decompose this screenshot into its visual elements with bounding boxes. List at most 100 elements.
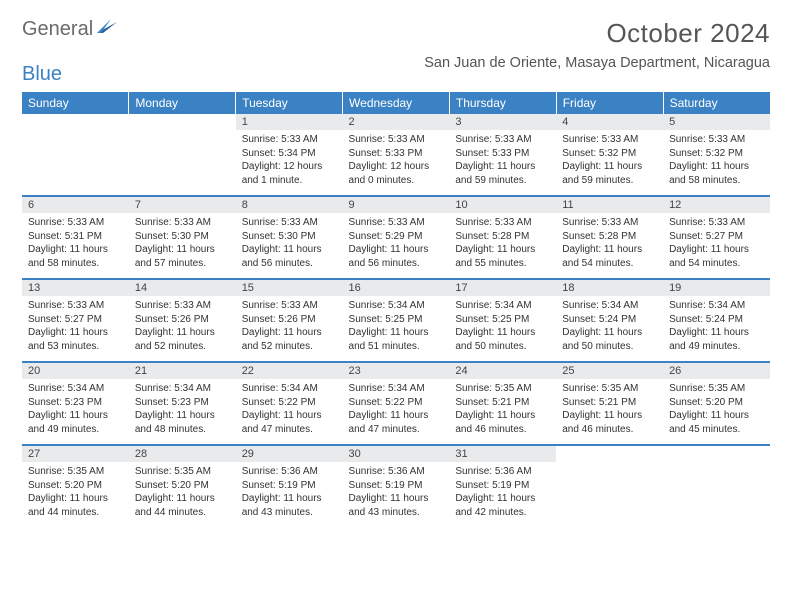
location-line: San Juan de Oriente, Masaya Department, …: [424, 55, 770, 71]
day-number-row: 12345: [22, 114, 770, 130]
daylight-line: Daylight: 11 hours: [455, 326, 550, 340]
sunrise-line: Sunrise: 5:35 AM: [28, 465, 123, 479]
sunrise-line: Sunrise: 5:33 AM: [562, 133, 657, 147]
day-number-cell: 12: [663, 196, 770, 213]
day-number-cell: 6: [22, 196, 129, 213]
day-number-cell: [129, 114, 236, 130]
daylight-line: Daylight: 11 hours: [669, 326, 764, 340]
sunrise-line: Sunrise: 5:34 AM: [28, 382, 123, 396]
day-body-cell: Sunrise: 5:35 AMSunset: 5:20 PMDaylight:…: [663, 379, 770, 445]
day-number-row: 6789101112: [22, 196, 770, 213]
day-number-cell: 11: [556, 196, 663, 213]
day-number-cell: [663, 445, 770, 462]
daylight-line: and 57 minutes.: [135, 257, 230, 271]
daylight-line: Daylight: 11 hours: [349, 409, 444, 423]
calendar-table: SundayMondayTuesdayWednesdayThursdayFrid…: [22, 92, 770, 528]
daylight-line: and 42 minutes.: [455, 506, 550, 520]
sunset-line: Sunset: 5:25 PM: [455, 313, 550, 327]
daylight-line: and 56 minutes.: [349, 257, 444, 271]
sunrise-line: Sunrise: 5:34 AM: [242, 382, 337, 396]
day-body-cell: Sunrise: 5:35 AMSunset: 5:21 PMDaylight:…: [449, 379, 556, 445]
day-body-cell: Sunrise: 5:33 AMSunset: 5:33 PMDaylight:…: [343, 130, 450, 196]
sunset-line: Sunset: 5:24 PM: [562, 313, 657, 327]
daylight-line: Daylight: 11 hours: [242, 243, 337, 257]
day-body-cell: Sunrise: 5:33 AMSunset: 5:32 PMDaylight:…: [663, 130, 770, 196]
sunrise-line: Sunrise: 5:33 AM: [669, 216, 764, 230]
sunrise-line: Sunrise: 5:33 AM: [242, 216, 337, 230]
sunset-line: Sunset: 5:19 PM: [349, 479, 444, 493]
sunset-line: Sunset: 5:22 PM: [349, 396, 444, 410]
day-number-cell: 22: [236, 362, 343, 379]
flag-icon: [97, 18, 119, 41]
day-number-cell: 23: [343, 362, 450, 379]
daylight-line: Daylight: 11 hours: [135, 492, 230, 506]
day-body-cell: Sunrise: 5:33 AMSunset: 5:26 PMDaylight:…: [236, 296, 343, 362]
day-body-cell: Sunrise: 5:33 AMSunset: 5:29 PMDaylight:…: [343, 213, 450, 279]
daylight-line: and 55 minutes.: [455, 257, 550, 271]
sunset-line: Sunset: 5:21 PM: [455, 396, 550, 410]
daylight-line: Daylight: 11 hours: [455, 492, 550, 506]
day-body-cell: Sunrise: 5:34 AMSunset: 5:25 PMDaylight:…: [343, 296, 450, 362]
day-number-cell: 14: [129, 279, 236, 296]
daylight-line: and 44 minutes.: [135, 506, 230, 520]
sunrise-line: Sunrise: 5:33 AM: [669, 133, 764, 147]
daylight-line: and 43 minutes.: [242, 506, 337, 520]
day-header: Tuesday: [236, 92, 343, 114]
day-number-cell: 4: [556, 114, 663, 130]
day-body-cell: Sunrise: 5:36 AMSunset: 5:19 PMDaylight:…: [343, 462, 450, 528]
day-header: Monday: [129, 92, 236, 114]
day-number-cell: 15: [236, 279, 343, 296]
sunrise-line: Sunrise: 5:33 AM: [135, 216, 230, 230]
day-number-cell: 28: [129, 445, 236, 462]
sunrise-line: Sunrise: 5:34 AM: [455, 299, 550, 313]
daylight-line: and 45 minutes.: [669, 423, 764, 437]
day-body-row: Sunrise: 5:33 AMSunset: 5:34 PMDaylight:…: [22, 130, 770, 196]
day-body-cell: Sunrise: 5:33 AMSunset: 5:32 PMDaylight:…: [556, 130, 663, 196]
day-number-cell: 26: [663, 362, 770, 379]
sunset-line: Sunset: 5:25 PM: [349, 313, 444, 327]
sunrise-line: Sunrise: 5:36 AM: [349, 465, 444, 479]
day-header: Wednesday: [343, 92, 450, 114]
sunrise-line: Sunrise: 5:35 AM: [455, 382, 550, 396]
day-number-cell: 8: [236, 196, 343, 213]
day-number-cell: 29: [236, 445, 343, 462]
sunrise-line: Sunrise: 5:35 AM: [669, 382, 764, 396]
daylight-line: and 44 minutes.: [28, 506, 123, 520]
sunrise-line: Sunrise: 5:34 AM: [135, 382, 230, 396]
day-number-cell: 30: [343, 445, 450, 462]
day-body-cell: [129, 130, 236, 196]
day-number-cell: 7: [129, 196, 236, 213]
day-header: Thursday: [449, 92, 556, 114]
day-header: Saturday: [663, 92, 770, 114]
sunrise-line: Sunrise: 5:33 AM: [242, 133, 337, 147]
daylight-line: and 54 minutes.: [562, 257, 657, 271]
daylight-line: and 50 minutes.: [562, 340, 657, 354]
daylight-line: Daylight: 11 hours: [455, 409, 550, 423]
daylight-line: and 52 minutes.: [242, 340, 337, 354]
day-body-cell: Sunrise: 5:33 AMSunset: 5:28 PMDaylight:…: [449, 213, 556, 279]
day-body-row: Sunrise: 5:33 AMSunset: 5:27 PMDaylight:…: [22, 296, 770, 362]
day-header: Friday: [556, 92, 663, 114]
daylight-line: and 53 minutes.: [28, 340, 123, 354]
daylight-line: and 58 minutes.: [28, 257, 123, 271]
sunrise-line: Sunrise: 5:33 AM: [349, 216, 444, 230]
day-body-cell: Sunrise: 5:34 AMSunset: 5:24 PMDaylight:…: [556, 296, 663, 362]
daylight-line: Daylight: 12 hours: [242, 160, 337, 174]
sunrise-line: Sunrise: 5:35 AM: [562, 382, 657, 396]
day-number-cell: 2: [343, 114, 450, 130]
day-number-cell: 1: [236, 114, 343, 130]
sunset-line: Sunset: 5:27 PM: [669, 230, 764, 244]
day-body-row: Sunrise: 5:34 AMSunset: 5:23 PMDaylight:…: [22, 379, 770, 445]
sunset-line: Sunset: 5:30 PM: [135, 230, 230, 244]
day-number-cell: 27: [22, 445, 129, 462]
day-number-cell: 21: [129, 362, 236, 379]
daylight-line: and 49 minutes.: [28, 423, 123, 437]
day-number-cell: 5: [663, 114, 770, 130]
daylight-line: Daylight: 11 hours: [135, 326, 230, 340]
sunset-line: Sunset: 5:31 PM: [28, 230, 123, 244]
day-body-cell: Sunrise: 5:36 AMSunset: 5:19 PMDaylight:…: [236, 462, 343, 528]
logo: General: [22, 18, 121, 41]
sunrise-line: Sunrise: 5:33 AM: [28, 299, 123, 313]
day-number-cell: 9: [343, 196, 450, 213]
sunset-line: Sunset: 5:21 PM: [562, 396, 657, 410]
